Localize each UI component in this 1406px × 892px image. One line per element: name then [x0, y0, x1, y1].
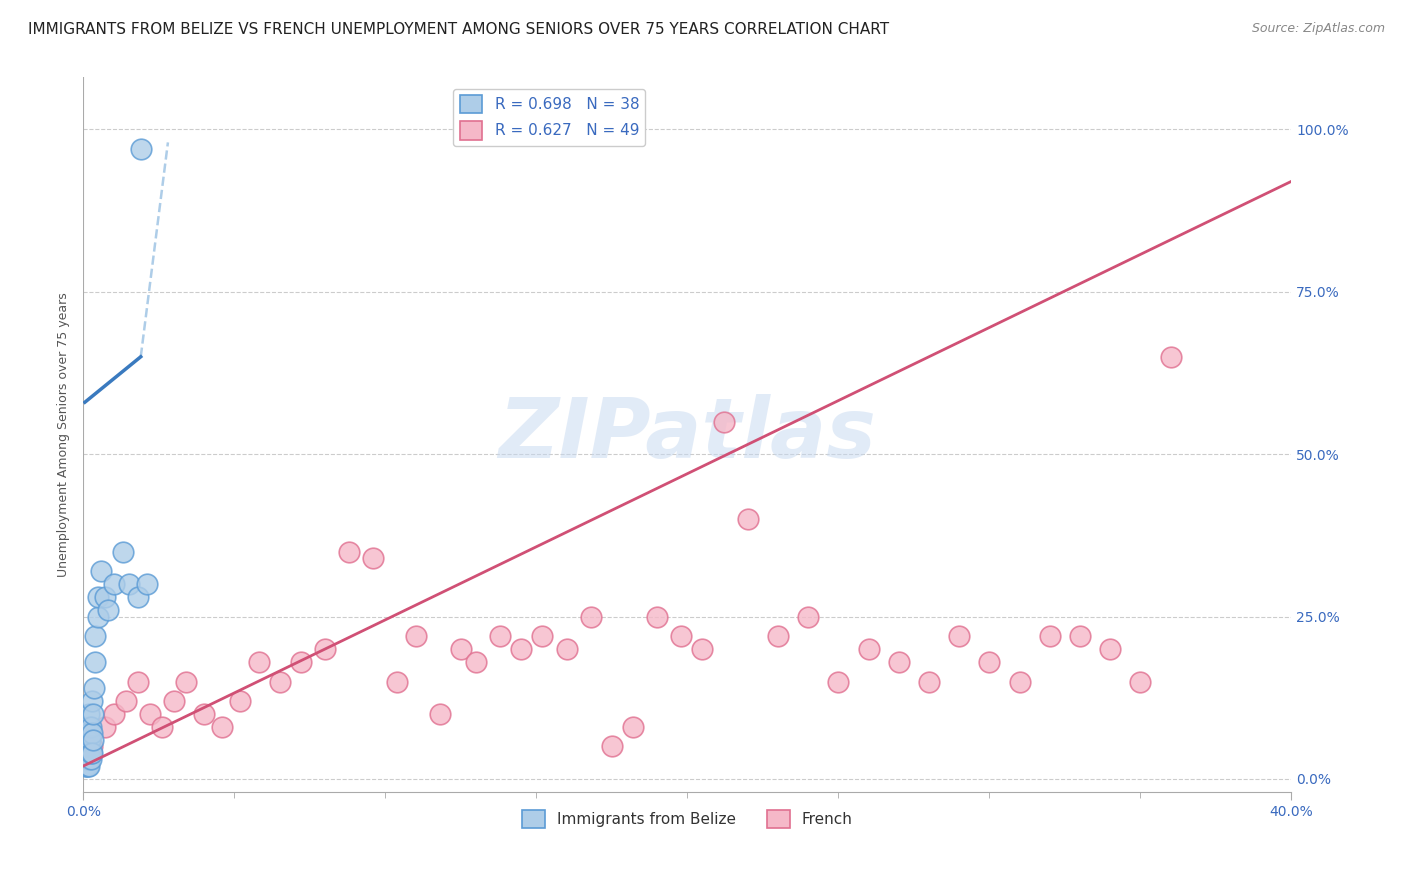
Point: [465, 655, 488, 669]
Point: [948, 629, 970, 643]
Point: [621, 720, 644, 734]
Point: [79, 759, 101, 773]
Point: [269, 674, 291, 689]
Point: [75, 759, 97, 773]
Point: [77, 733, 100, 747]
Point: [579, 609, 602, 624]
Point: [555, 642, 578, 657]
Point: [93, 720, 115, 734]
Point: [87, 590, 110, 604]
Legend: Immigrants from Belize, French: Immigrants from Belize, French: [516, 804, 859, 834]
Point: [1008, 674, 1031, 689]
Point: [79, 733, 101, 747]
Point: [1129, 674, 1152, 689]
Point: [314, 642, 336, 657]
Point: [82, 726, 104, 740]
Point: [150, 720, 173, 734]
Point: [79, 752, 101, 766]
Point: [337, 544, 360, 558]
Point: [713, 415, 735, 429]
Point: [290, 655, 312, 669]
Point: [84, 629, 107, 643]
Point: [1160, 350, 1182, 364]
Y-axis label: Unemployment Among Seniors over 75 years: Unemployment Among Seniors over 75 years: [58, 293, 70, 577]
Point: [645, 609, 668, 624]
Point: [979, 655, 1001, 669]
Point: [361, 551, 384, 566]
Point: [247, 655, 270, 669]
Point: [75, 752, 97, 766]
Point: [75, 746, 97, 760]
Point: [87, 609, 110, 624]
Point: [405, 629, 427, 643]
Point: [103, 577, 125, 591]
Point: [79, 739, 101, 754]
Point: [77, 759, 100, 773]
Point: [827, 674, 849, 689]
Point: [76, 752, 98, 766]
Point: [103, 706, 125, 721]
Point: [82, 706, 104, 721]
Point: [450, 642, 472, 657]
Point: [79, 726, 101, 740]
Point: [797, 609, 820, 624]
Point: [211, 720, 233, 734]
Point: [163, 694, 186, 708]
Point: [93, 590, 115, 604]
Point: [531, 629, 554, 643]
Point: [429, 706, 451, 721]
Text: Source: ZipAtlas.com: Source: ZipAtlas.com: [1251, 22, 1385, 36]
Point: [1069, 629, 1091, 643]
Point: [489, 629, 512, 643]
Point: [510, 642, 533, 657]
Point: [887, 655, 910, 669]
Point: [96, 603, 118, 617]
Point: [1039, 629, 1062, 643]
Point: [692, 642, 714, 657]
Point: [127, 674, 149, 689]
Point: [82, 739, 104, 754]
Point: [77, 720, 100, 734]
Text: IMMIGRANTS FROM BELIZE VS FRENCH UNEMPLOYMENT AMONG SENIORS OVER 75 YEARS CORREL: IMMIGRANTS FROM BELIZE VS FRENCH UNEMPLO…: [28, 22, 889, 37]
Point: [193, 706, 215, 721]
Point: [858, 642, 880, 657]
Point: [82, 746, 104, 760]
Point: [77, 752, 100, 766]
Point: [80, 746, 103, 760]
Point: [139, 706, 162, 721]
Point: [111, 544, 134, 558]
Point: [75, 759, 97, 773]
Point: [387, 674, 409, 689]
Point: [174, 674, 197, 689]
Point: [135, 577, 157, 591]
Point: [79, 706, 101, 721]
Point: [127, 590, 149, 604]
Point: [671, 629, 693, 643]
Point: [82, 694, 104, 708]
Point: [82, 733, 104, 747]
Point: [766, 629, 789, 643]
Point: [129, 142, 152, 156]
Text: ZIPatlas: ZIPatlas: [498, 394, 876, 475]
Point: [83, 681, 105, 695]
Point: [76, 739, 98, 754]
Point: [1099, 642, 1122, 657]
Point: [90, 564, 112, 578]
Point: [80, 720, 103, 734]
Point: [114, 694, 136, 708]
Point: [600, 739, 623, 754]
Point: [737, 512, 759, 526]
Point: [84, 655, 107, 669]
Point: [918, 674, 941, 689]
Point: [77, 746, 100, 760]
Point: [229, 694, 252, 708]
Point: [118, 577, 141, 591]
